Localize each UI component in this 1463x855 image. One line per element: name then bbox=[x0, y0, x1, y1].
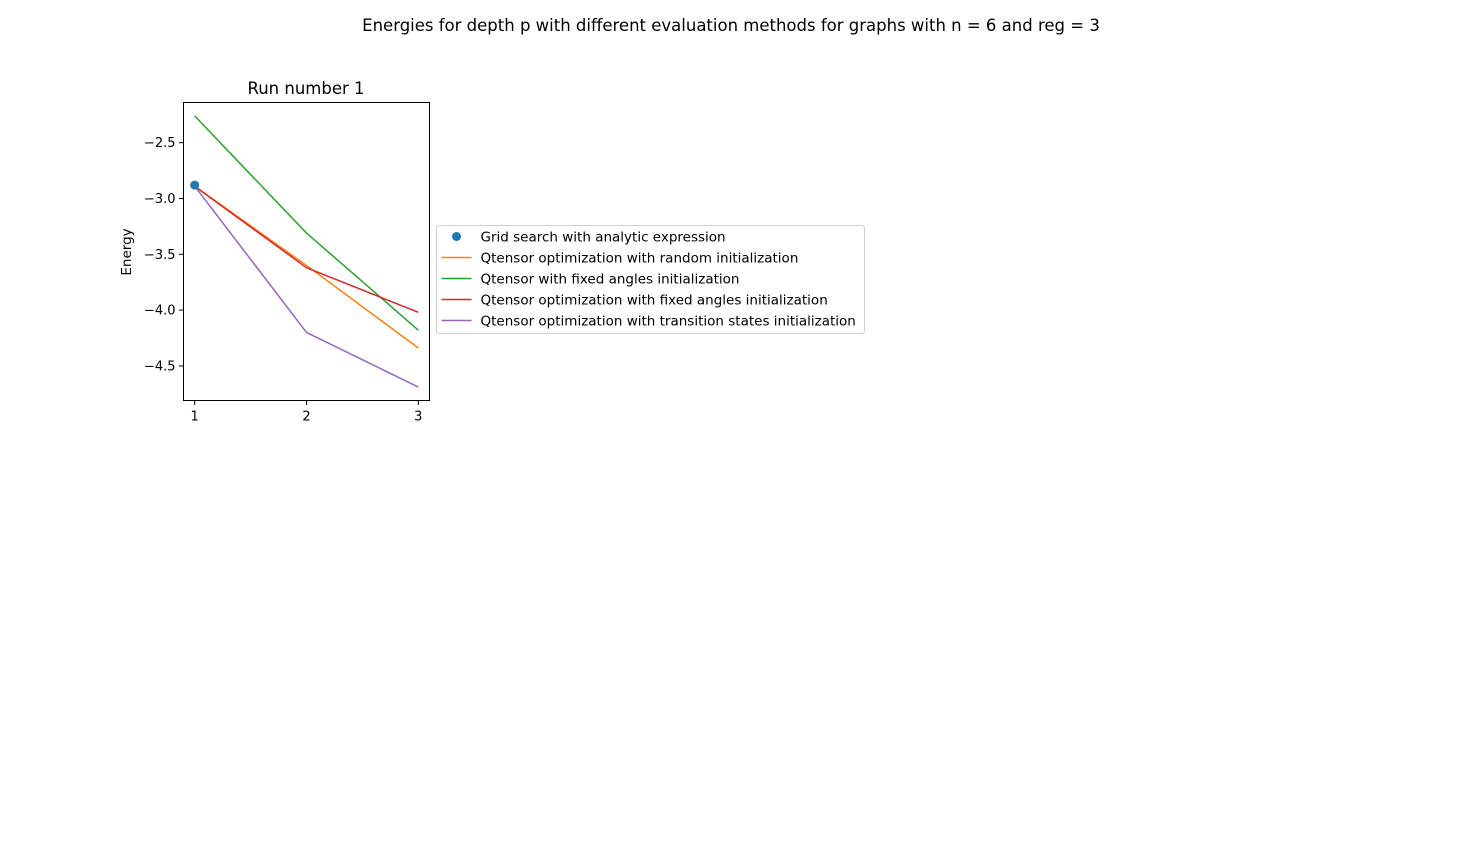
y-tick-label: −4.0 bbox=[144, 304, 176, 319]
x-tick-label: 2 bbox=[302, 410, 310, 425]
series-line-4 bbox=[194, 185, 419, 388]
ticks-layer: 1 2 3 −4.5 −4.0 −3.5 −3.0 −2.5 bbox=[144, 136, 423, 424]
axes-frame bbox=[183, 102, 430, 401]
legend-label-1: Qtensor optimization with random initial… bbox=[481, 251, 799, 267]
series-point-0-0 bbox=[190, 180, 200, 190]
y-tick-label: −3.0 bbox=[144, 192, 176, 207]
x-tick-label: 3 bbox=[414, 410, 422, 425]
legend: Grid search with analytic expression Qten… bbox=[436, 225, 865, 334]
plot-layer bbox=[190, 115, 419, 388]
legend-label-3: Qtensor optimization with fixed angles i… bbox=[481, 293, 828, 309]
legend-label-2: Qtensor with fixed angles initialization bbox=[481, 272, 740, 288]
legend-label-0: Grid search with analytic expression bbox=[481, 230, 726, 246]
figure-suptitle: Energies for depth p with different eval… bbox=[362, 16, 1100, 35]
legend-marker-0 bbox=[452, 232, 461, 241]
y-tick-label: −4.5 bbox=[144, 359, 176, 374]
series-line-2 bbox=[194, 115, 419, 331]
y-tick-label: −3.5 bbox=[144, 248, 176, 263]
legend-label-4: Qtensor optimization with transition sta… bbox=[481, 314, 856, 330]
y-tick-label: −2.5 bbox=[144, 136, 176, 151]
legend-frame bbox=[436, 225, 865, 334]
y-axis-label: Energy bbox=[119, 228, 135, 275]
x-tick-label: 1 bbox=[191, 410, 199, 425]
axes-title: Run number 1 bbox=[247, 79, 364, 98]
series-line-3 bbox=[194, 185, 419, 314]
